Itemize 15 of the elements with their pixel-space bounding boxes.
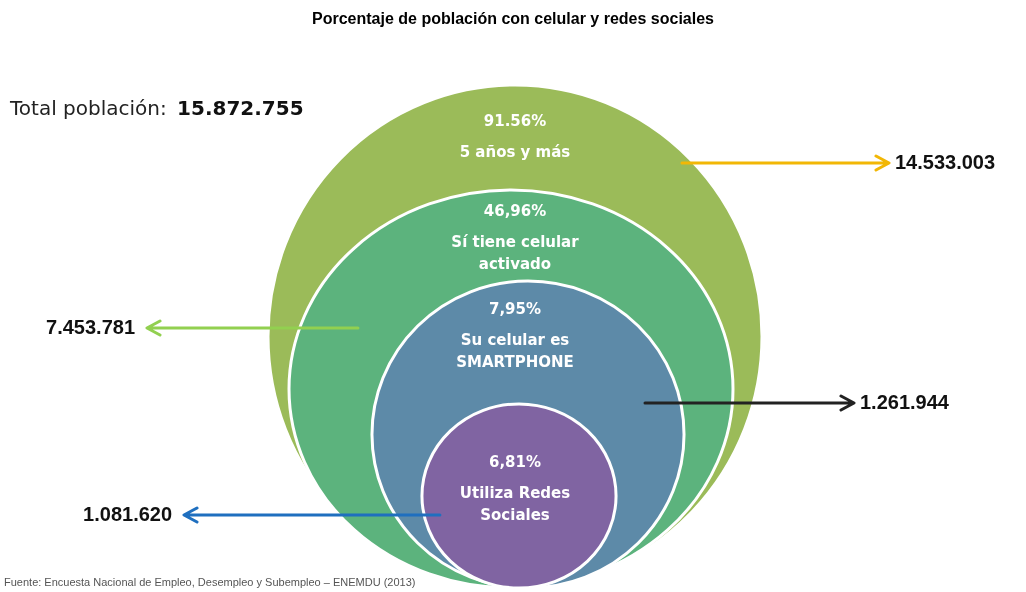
data-label: 14.533.003 [895, 150, 996, 173]
text: Total población: 15.872.755 [9, 96, 304, 121]
category-label: Su celular es SMARTPHONE [456, 330, 574, 371]
text: Porcentaje de población con celular y redes sociales [312, 10, 715, 28]
data-label: 46,96% [483, 201, 547, 220]
source-note: Fuente: Encuesta Nacional de Empleo, Desempleo y Subempleo – ENEMDU (2013) [4, 576, 416, 589]
category-label: Utiliza Redes Sociales [459, 483, 571, 524]
data-label: 7,95% [488, 299, 542, 318]
category-label: Sí tiene celular activado [451, 232, 580, 273]
data-label: 7.453.781 [46, 315, 136, 338]
data-label: 1.081.620 [83, 502, 173, 525]
data-label: 91.56% [483, 111, 547, 130]
data-label: 6,81% [488, 452, 542, 471]
data-label: 1.261.944 [859, 390, 950, 413]
category-label: 5 años y más [459, 142, 571, 161]
